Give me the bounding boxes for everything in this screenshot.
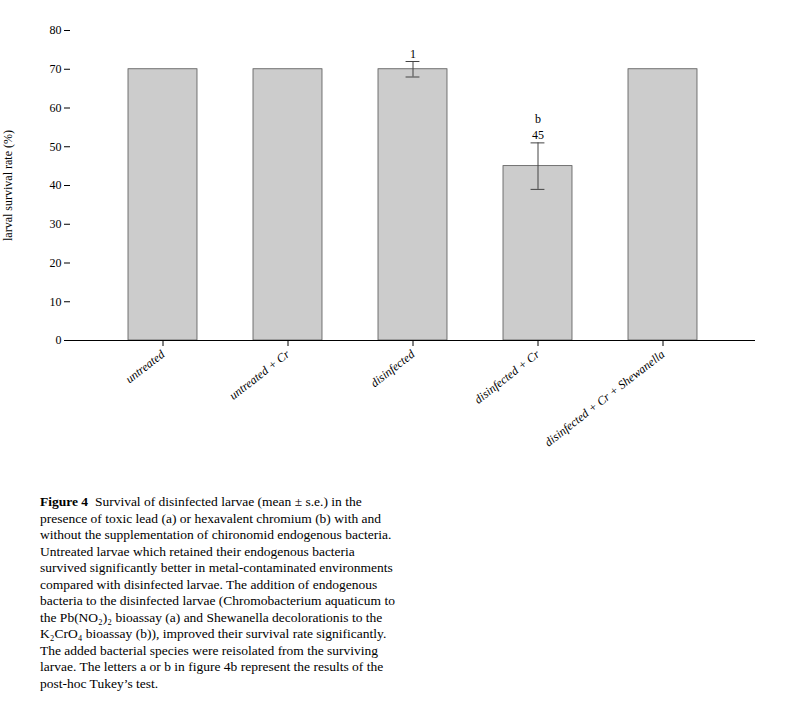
svg-text:b: b (535, 112, 541, 126)
svg-text:10: 10 (50, 295, 62, 309)
svg-text:1: 1 (410, 47, 416, 61)
svg-text:disinfected: disinfected (368, 346, 418, 390)
svg-text:80: 80 (50, 23, 62, 37)
svg-text:30: 30 (50, 217, 62, 231)
svg-text:disinfected + Cr + Shewanella: disinfected + Cr + Shewanella (542, 347, 667, 449)
svg-text:0: 0 (56, 333, 62, 347)
html-text:Figure 4 Survival of disinfect: Figure 4 Survival of disinfected larvae … (40, 494, 395, 691)
svg-text:larval survival rate (%): larval survival rate (%) (1, 130, 15, 241)
svg-text:50: 50 (50, 140, 62, 154)
svg-text:45: 45 (532, 128, 544, 142)
svg-text:40: 40 (50, 178, 62, 192)
svg-text:disinfected + Cr: disinfected + Cr (472, 347, 543, 407)
svg-text:20: 20 (50, 256, 62, 270)
svg-text:untreated + Cr: untreated + Cr (227, 347, 293, 403)
svg-text:70: 70 (50, 62, 62, 76)
svg-text:60: 60 (50, 101, 62, 115)
svg-text:untreated: untreated (123, 346, 168, 386)
